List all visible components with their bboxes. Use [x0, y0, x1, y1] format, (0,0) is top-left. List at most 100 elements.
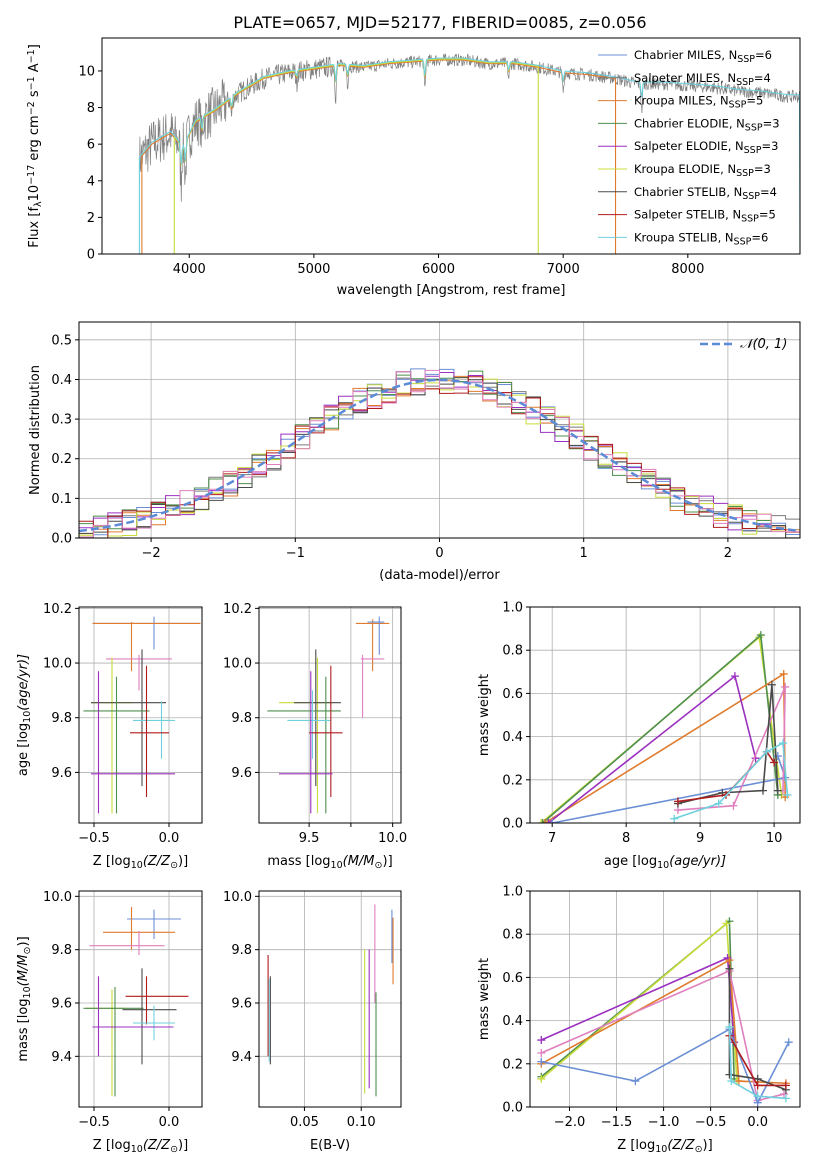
errorbar-series	[267, 616, 390, 814]
y-tick-label: 0.8	[502, 928, 523, 943]
y-axis-label-part: −2	[26, 101, 37, 115]
legend-entry-part: SSP	[736, 168, 754, 179]
y-tick-label: 9.8	[51, 711, 72, 726]
y-tick-label: 9.6	[231, 997, 252, 1012]
legend-entry-part: Salpeter STELIB, N	[634, 208, 741, 222]
x-axis-label-part: (M/M	[343, 854, 375, 869]
x-tick-label: 10.0	[378, 831, 407, 846]
weight-marker	[770, 758, 779, 767]
weight-marker	[537, 1049, 546, 1057]
weight-marker	[778, 739, 787, 748]
x-axis-label-part: (age/yr)]	[669, 854, 726, 869]
plot-frame	[258, 890, 402, 1108]
errorbar-series	[267, 904, 394, 1097]
y-tick-label: 10.0	[223, 657, 252, 672]
plot-frame	[78, 321, 801, 539]
legend-entry-part: Chabrier STELIB, N	[634, 185, 742, 199]
y-tick-label: 0.6	[502, 971, 523, 986]
weight-marker	[753, 1092, 762, 1101]
legend-entry-part: =3	[754, 162, 771, 176]
legend-entry-part: SSP	[744, 145, 762, 156]
x-axis-label-part: 10	[655, 1144, 667, 1155]
weight-marker	[725, 964, 734, 973]
y-tick-label: 10.0	[43, 890, 72, 905]
weight-marker	[734, 1077, 743, 1086]
x-tick-label: 10	[766, 831, 783, 846]
legend-entry-part: =5	[759, 208, 776, 222]
weight-marker	[756, 631, 765, 640]
x-axis-label: Z [log10(Z/Z⊙)]	[93, 1138, 188, 1155]
y-tick-label: 0.8	[502, 644, 523, 659]
y-tick-label: 10.0	[223, 890, 252, 905]
weight-line	[728, 1027, 786, 1100]
x-tick-label: 7000	[547, 262, 580, 277]
histogram-step	[79, 376, 800, 538]
y-axis-label-part: (age/yr)]	[16, 654, 31, 711]
x-tick-label: −2	[142, 546, 161, 561]
legend-entry-part: SSP	[742, 191, 760, 202]
x-axis-label-part: (Z/Z	[143, 1138, 171, 1153]
y-tick-label: 2	[87, 211, 95, 226]
plot-frame	[78, 606, 203, 824]
weight-series	[537, 631, 792, 823]
y-axis-label: mass [log10(M/M⊙)]	[16, 936, 33, 1061]
y-tick-label: 0.0	[502, 817, 523, 832]
weight-marker	[781, 1081, 790, 1090]
weight-marker	[538, 819, 547, 823]
legend-entry: Chabrier ELODIE, NSSP=3	[634, 116, 780, 133]
y-axis-label-part: 10	[27, 185, 42, 202]
legend-entry: Salpeter STELIB, NSSP=5	[634, 208, 776, 225]
weight-marker	[548, 819, 557, 823]
x-axis-label-part: )]	[178, 854, 188, 869]
y-axis-label-part: 10	[22, 711, 33, 723]
y-tick-label: 0.2	[502, 773, 523, 788]
weight-line	[728, 968, 787, 1091]
y-tick-label: 9.6	[51, 997, 72, 1012]
y-tick-label: 0.4	[502, 730, 523, 745]
y-tick-label: 10.2	[43, 602, 72, 617]
weight-marker	[727, 1077, 736, 1086]
weight-marker	[631, 1077, 640, 1086]
weight-marker	[670, 814, 679, 823]
x-tick-label: 5000	[297, 262, 330, 277]
x-tick-label: 0	[435, 546, 443, 561]
x-axis-label: Z [log10(Z/Z⊙)]	[617, 1138, 712, 1155]
ebv-panel: 0.05 0.10 9.4 9.6 9.8 10.0 E(B-V)	[223, 890, 402, 1153]
weight-z-panel: −2.0 −1.5 −1.0 −0.5 0.0 0.0 0.2 0.4 0.6 0.8 1.0 Z […	[477, 885, 801, 1155]
x-axis-label-part: Z [log	[93, 1138, 131, 1153]
legend-entry-part: =3	[761, 139, 778, 153]
y-axis-label-part: A	[27, 63, 42, 76]
x-tick-label: 0.0	[159, 1115, 180, 1130]
weight-marker	[781, 1094, 790, 1103]
weight-marker	[537, 819, 546, 823]
errorbar-series	[83, 616, 201, 814]
weight-marker	[780, 1090, 789, 1099]
y-tick-label: 0	[87, 248, 95, 263]
weight-marker	[537, 1036, 546, 1045]
weight-marker	[725, 956, 734, 965]
weight-line	[541, 1028, 790, 1105]
weight-line	[540, 635, 783, 823]
y-tick-label: 10.0	[43, 657, 72, 672]
y-axis-label-part: −1	[26, 76, 37, 90]
x-axis-label: wavelength [Angstrom, rest frame]	[337, 283, 566, 298]
x-axis-label: age [log10(age/yr)]	[604, 854, 726, 871]
y-tick-label: 0.0	[51, 532, 72, 547]
x-tick-label: −1	[286, 546, 305, 561]
x-axis-label-part: 10	[131, 860, 143, 871]
weight-marker	[729, 801, 738, 810]
x-axis-label-part: mass [log	[267, 854, 330, 869]
x-axis-label-part: age [log	[604, 854, 657, 869]
y-axis-label: mass weight	[477, 674, 492, 756]
y-tick-label: 10	[78, 64, 95, 79]
x-axis-label-part: )]	[178, 1138, 188, 1153]
plot-frame	[529, 890, 801, 1108]
x-tick-label: 0.10	[347, 1115, 376, 1130]
y-tick-label: 0.5	[51, 333, 72, 348]
weight-marker	[537, 1074, 546, 1083]
x-axis-label-part: ⊙	[695, 1144, 703, 1155]
x-axis-label-part: 10	[331, 860, 343, 871]
weight-marker	[673, 797, 682, 806]
y-axis-label-part: −17	[26, 165, 37, 185]
legend-entry-part: =6	[755, 48, 772, 62]
